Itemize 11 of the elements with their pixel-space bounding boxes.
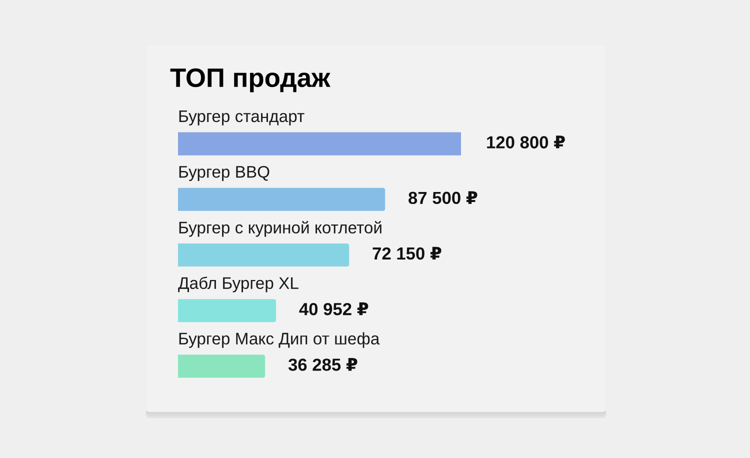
y-tick-label: Бургер с куриной котлетой — [179, 220, 382, 237]
data-label: 72 150 ₽ — [372, 246, 442, 260]
chart-title: ТОП продаж — [170, 68, 330, 92]
data-label: 120 800 ₽ — [487, 136, 565, 148]
data-label: 40 952 ₽ — [299, 302, 368, 316]
data-label: 36 285 ₽ — [288, 358, 358, 371]
data-label: 87 500 ₽ — [408, 191, 478, 204]
y-tick-label: Бургер Макс Дип от шефа — [179, 332, 380, 348]
y-tick-label: Бургер BBQ — [179, 166, 270, 182]
y-tick-label: Дабл Бургер XL — [178, 276, 298, 292]
y-tick-label: Бургер стандарт — [179, 110, 304, 126]
